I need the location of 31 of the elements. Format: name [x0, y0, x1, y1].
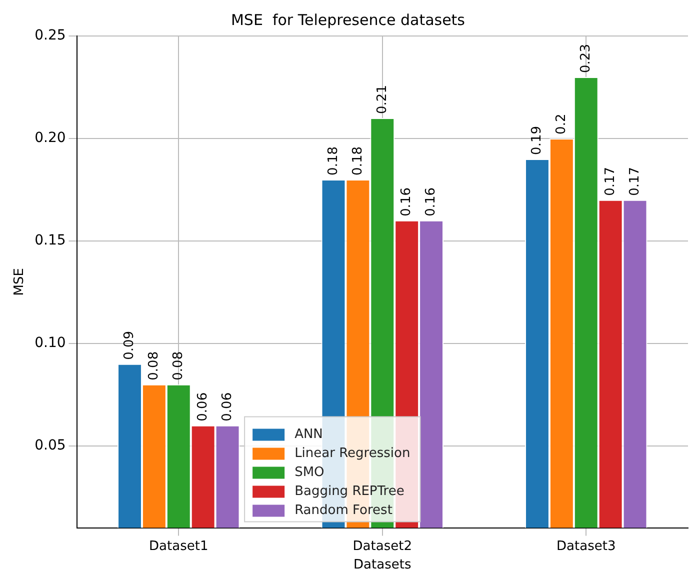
x-tick-label: Dataset2	[352, 538, 412, 554]
data-label: 0.19	[530, 126, 545, 155]
x-tick-label: Dataset1	[149, 538, 208, 554]
legend-label: Linear Regression	[294, 446, 410, 462]
data-label: 0.08	[146, 351, 162, 380]
y-tick-label: 0.10	[34, 335, 66, 352]
data-label: 0.08	[171, 351, 186, 380]
y-tick-label: 0.25	[34, 28, 66, 44]
data-label: 0.17	[602, 166, 618, 196]
data-label: 0.2	[554, 114, 570, 134]
data-label: 0.23	[578, 44, 594, 73]
chart-title: MSE for Telepresence datasets	[230, 10, 466, 29]
data-label: 0.18	[350, 146, 366, 176]
x-axis-title: Datasets	[354, 558, 412, 573]
y-tick-label: 0.15	[34, 232, 66, 249]
legend-label: Random Forest	[294, 503, 392, 518]
y-tick-label: 0.20	[34, 130, 66, 146]
data-label: 0.18	[326, 146, 341, 176]
legend-label: ANN	[294, 427, 323, 442]
data-label: 0.09	[122, 330, 138, 360]
y-axis-title: MSE	[12, 268, 28, 296]
legend-label: SMO	[294, 465, 324, 480]
data-label: 0.16	[424, 187, 439, 216]
y-tick-label: 0.05	[34, 437, 66, 454]
data-label: 0.21	[374, 85, 390, 114]
data-label: 0.06	[220, 392, 235, 422]
data-label: 0.06	[195, 392, 210, 422]
data-label: 0.17	[627, 166, 642, 196]
x-tick-label: Dataset3	[556, 538, 616, 554]
legend-label: Bagging REPTree	[294, 484, 404, 500]
data-label: 0.16	[399, 187, 414, 216]
